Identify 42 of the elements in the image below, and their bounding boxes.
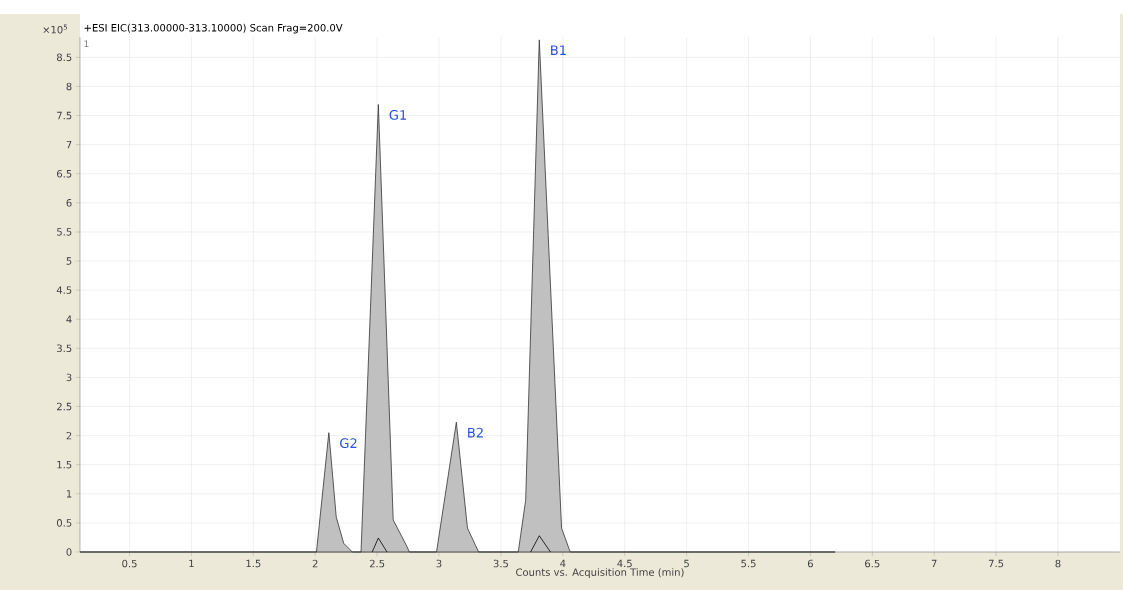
x-tick-label: 5.5 xyxy=(741,559,756,568)
y-tick-label: 7.5 xyxy=(57,111,72,120)
y-tick-label: 0 xyxy=(66,548,72,556)
x-tick-label: 2 xyxy=(312,559,318,568)
y-tick-label: 5 xyxy=(66,257,72,265)
annotation: G2 xyxy=(340,438,357,449)
x-tick-label: 3.5 xyxy=(493,559,508,568)
y-tick-label: 1.5 xyxy=(57,460,72,469)
x-tick-label: 0.5 xyxy=(122,559,137,568)
x-tick-label: 7.5 xyxy=(988,559,1004,568)
y-tick-label: 1 xyxy=(66,490,72,498)
x-tick-label: 3 xyxy=(436,559,442,568)
x-tick-label: 5 xyxy=(684,559,689,568)
x-tick-label: 1.5 xyxy=(246,559,261,568)
y-tick-label: 3 xyxy=(66,373,72,382)
x-tick-label: 7 xyxy=(931,559,937,568)
chart-title: +ESI EIC(313.00000-313.10000) Scan Frag=200.0V xyxy=(84,23,343,34)
annotation: G1 xyxy=(389,110,407,120)
annotation: B1 xyxy=(551,45,566,55)
y-tick-label: 7 xyxy=(66,141,72,149)
x-tick-label: 4 xyxy=(560,559,566,568)
annotation: 1 xyxy=(84,40,89,48)
y-tick-label: 8.5 xyxy=(56,53,72,62)
x-tick-label: 8 xyxy=(1055,559,1061,568)
y-tick-label: 4.5 xyxy=(56,286,72,294)
y-tick-label: 2 xyxy=(66,431,72,440)
y-tick-label: 2.5 xyxy=(57,402,72,411)
y-tick-label: 4 xyxy=(66,315,72,323)
y-tick-label: 0.5 xyxy=(56,519,72,527)
y-tick-label: 8 xyxy=(66,82,72,91)
y-axis-title: ×10$^{5}$ xyxy=(43,24,68,34)
x-tick-label: 6 xyxy=(807,559,813,568)
y-tick-label: 6 xyxy=(66,199,72,207)
x-tick-label: 4.5 xyxy=(617,559,632,568)
x-tick-label: 2.5 xyxy=(369,559,385,568)
y-tick-label: 5.5 xyxy=(57,228,72,236)
x-axis-title: Counts vs. Acquisition Time (min) xyxy=(516,568,684,578)
x-tick-label: 1 xyxy=(189,559,194,568)
x-tick-label: 6.5 xyxy=(865,559,880,568)
y-tick-label: 6.5 xyxy=(57,169,72,178)
y-tick-label: 3.5 xyxy=(57,344,72,353)
annotation: B2 xyxy=(468,427,483,438)
